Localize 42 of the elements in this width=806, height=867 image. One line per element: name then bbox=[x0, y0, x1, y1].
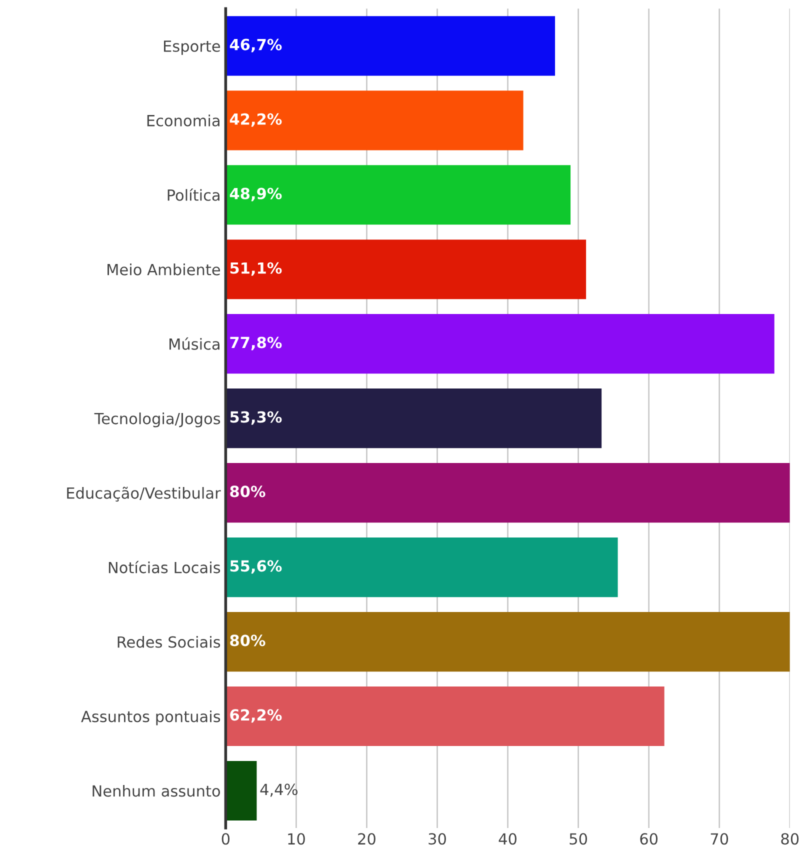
data-label: 42,2% bbox=[230, 113, 282, 127]
x-tick-label: 50 bbox=[570, 833, 588, 845]
data-label: 62,2% bbox=[230, 709, 282, 723]
y-tick-label: Música bbox=[169, 337, 220, 350]
x-tick-label: 40 bbox=[498, 833, 516, 845]
x-tick-label: 70 bbox=[710, 833, 728, 845]
bar bbox=[226, 463, 790, 523]
bar bbox=[226, 686, 664, 746]
x-tick-label: 60 bbox=[640, 833, 658, 845]
data-label: 77,8% bbox=[230, 336, 282, 350]
data-label: 51,1% bbox=[230, 262, 282, 276]
data-label: 80% bbox=[230, 634, 266, 646]
bar bbox=[226, 388, 602, 448]
y-tick-label: Política bbox=[168, 188, 220, 201]
data-label: 46,7% bbox=[230, 38, 282, 52]
y-tick-label: Esporte bbox=[164, 40, 220, 55]
bar bbox=[226, 165, 571, 225]
x-tick-label: 30 bbox=[428, 833, 446, 845]
bar bbox=[226, 90, 524, 150]
bar bbox=[226, 612, 790, 672]
bar bbox=[226, 16, 556, 76]
y-tick-label: Notícias Locais bbox=[108, 560, 220, 574]
y-tick-label: Educação/Vestibular bbox=[67, 486, 221, 502]
bar bbox=[226, 314, 774, 374]
data-label: 48,9% bbox=[230, 188, 282, 202]
x-tick-label: 0 bbox=[222, 833, 230, 845]
y-tick-label: Meio Ambiente bbox=[108, 264, 220, 276]
y-tick-label: Redes Sociais bbox=[118, 636, 220, 648]
bar bbox=[226, 760, 257, 821]
data-label: 4,4% bbox=[260, 784, 298, 797]
data-label: 55,6% bbox=[230, 560, 282, 574]
y-tick-label: Tecnologia/Jogos bbox=[94, 412, 220, 428]
x-tick-label: 80 bbox=[781, 833, 799, 845]
x-tick-label: 20 bbox=[358, 833, 376, 845]
bar bbox=[226, 538, 618, 598]
x-tick-label: 10 bbox=[288, 833, 305, 845]
data-label: 53,3% bbox=[230, 411, 282, 425]
y-tick-label: Economia bbox=[147, 114, 220, 126]
y-tick-label: Assuntos pontuais bbox=[81, 710, 220, 726]
data-label: 80% bbox=[230, 486, 266, 498]
y-tick-label: Nenhum assunto bbox=[92, 784, 220, 797]
bar bbox=[226, 240, 586, 300]
